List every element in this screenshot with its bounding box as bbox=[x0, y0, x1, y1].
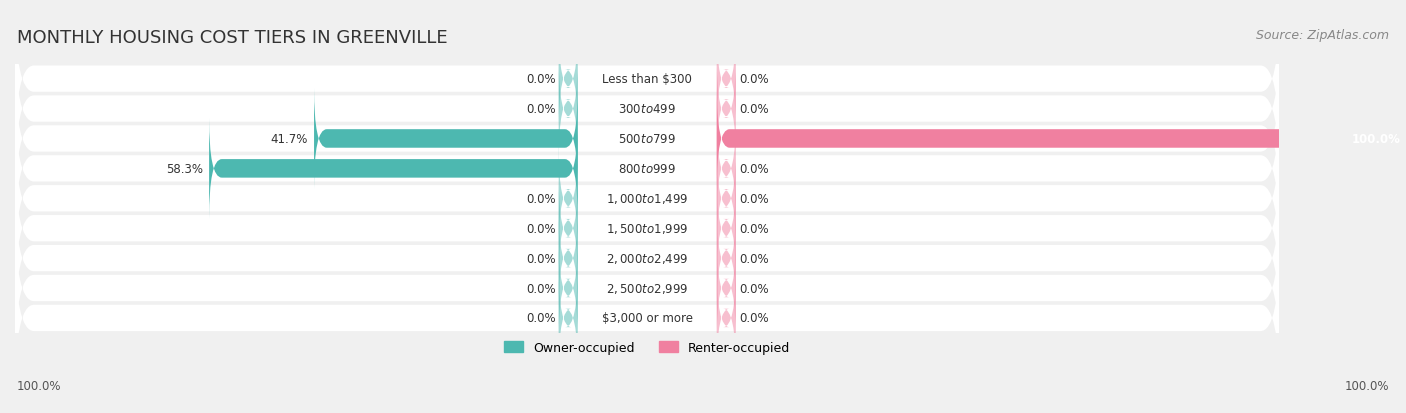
FancyBboxPatch shape bbox=[558, 178, 578, 279]
Text: 100.0%: 100.0% bbox=[17, 380, 62, 392]
FancyBboxPatch shape bbox=[15, 33, 1279, 186]
Text: 0.0%: 0.0% bbox=[526, 103, 555, 116]
FancyBboxPatch shape bbox=[717, 89, 1348, 190]
Text: 100.0%: 100.0% bbox=[1344, 380, 1389, 392]
FancyBboxPatch shape bbox=[209, 119, 578, 219]
Text: 0.0%: 0.0% bbox=[526, 312, 555, 325]
Text: 0.0%: 0.0% bbox=[526, 222, 555, 235]
FancyBboxPatch shape bbox=[717, 238, 735, 339]
FancyBboxPatch shape bbox=[15, 93, 1279, 245]
Text: 0.0%: 0.0% bbox=[740, 282, 769, 295]
FancyBboxPatch shape bbox=[717, 148, 735, 249]
FancyBboxPatch shape bbox=[558, 148, 578, 249]
FancyBboxPatch shape bbox=[15, 212, 1279, 365]
Text: Source: ZipAtlas.com: Source: ZipAtlas.com bbox=[1256, 29, 1389, 42]
Text: 0.0%: 0.0% bbox=[740, 222, 769, 235]
FancyBboxPatch shape bbox=[558, 268, 578, 368]
FancyBboxPatch shape bbox=[15, 242, 1279, 394]
FancyBboxPatch shape bbox=[717, 29, 735, 130]
Text: 0.0%: 0.0% bbox=[740, 252, 769, 265]
Text: $800 to $999: $800 to $999 bbox=[619, 162, 676, 176]
FancyBboxPatch shape bbox=[15, 152, 1279, 305]
FancyBboxPatch shape bbox=[15, 3, 1279, 156]
Text: 0.0%: 0.0% bbox=[526, 73, 555, 86]
Text: 0.0%: 0.0% bbox=[740, 73, 769, 86]
Text: 100.0%: 100.0% bbox=[1353, 133, 1400, 146]
Text: 0.0%: 0.0% bbox=[526, 192, 555, 205]
Text: $1,500 to $1,999: $1,500 to $1,999 bbox=[606, 222, 689, 236]
Text: 41.7%: 41.7% bbox=[270, 133, 308, 146]
Text: $1,000 to $1,499: $1,000 to $1,499 bbox=[606, 192, 689, 206]
FancyBboxPatch shape bbox=[15, 63, 1279, 216]
FancyBboxPatch shape bbox=[717, 208, 735, 309]
Text: 58.3%: 58.3% bbox=[166, 162, 202, 176]
Text: MONTHLY HOUSING COST TIERS IN GREENVILLE: MONTHLY HOUSING COST TIERS IN GREENVILLE bbox=[17, 29, 447, 47]
Text: 0.0%: 0.0% bbox=[526, 252, 555, 265]
FancyBboxPatch shape bbox=[15, 122, 1279, 275]
Text: 0.0%: 0.0% bbox=[740, 312, 769, 325]
FancyBboxPatch shape bbox=[15, 182, 1279, 335]
FancyBboxPatch shape bbox=[558, 208, 578, 309]
Text: 0.0%: 0.0% bbox=[740, 103, 769, 116]
Text: $2,000 to $2,499: $2,000 to $2,499 bbox=[606, 252, 689, 266]
FancyBboxPatch shape bbox=[558, 59, 578, 160]
Text: $500 to $799: $500 to $799 bbox=[619, 133, 676, 146]
Text: 0.0%: 0.0% bbox=[740, 162, 769, 176]
Text: $300 to $499: $300 to $499 bbox=[619, 103, 676, 116]
FancyBboxPatch shape bbox=[717, 119, 735, 219]
Text: $2,500 to $2,999: $2,500 to $2,999 bbox=[606, 281, 689, 295]
FancyBboxPatch shape bbox=[558, 29, 578, 130]
FancyBboxPatch shape bbox=[314, 89, 578, 190]
Legend: Owner-occupied, Renter-occupied: Owner-occupied, Renter-occupied bbox=[499, 336, 796, 359]
Text: 0.0%: 0.0% bbox=[526, 282, 555, 295]
FancyBboxPatch shape bbox=[717, 178, 735, 279]
FancyBboxPatch shape bbox=[717, 59, 735, 160]
FancyBboxPatch shape bbox=[717, 268, 735, 368]
Text: 0.0%: 0.0% bbox=[740, 192, 769, 205]
Text: $3,000 or more: $3,000 or more bbox=[602, 312, 693, 325]
FancyBboxPatch shape bbox=[558, 238, 578, 339]
Text: Less than $300: Less than $300 bbox=[602, 73, 692, 86]
